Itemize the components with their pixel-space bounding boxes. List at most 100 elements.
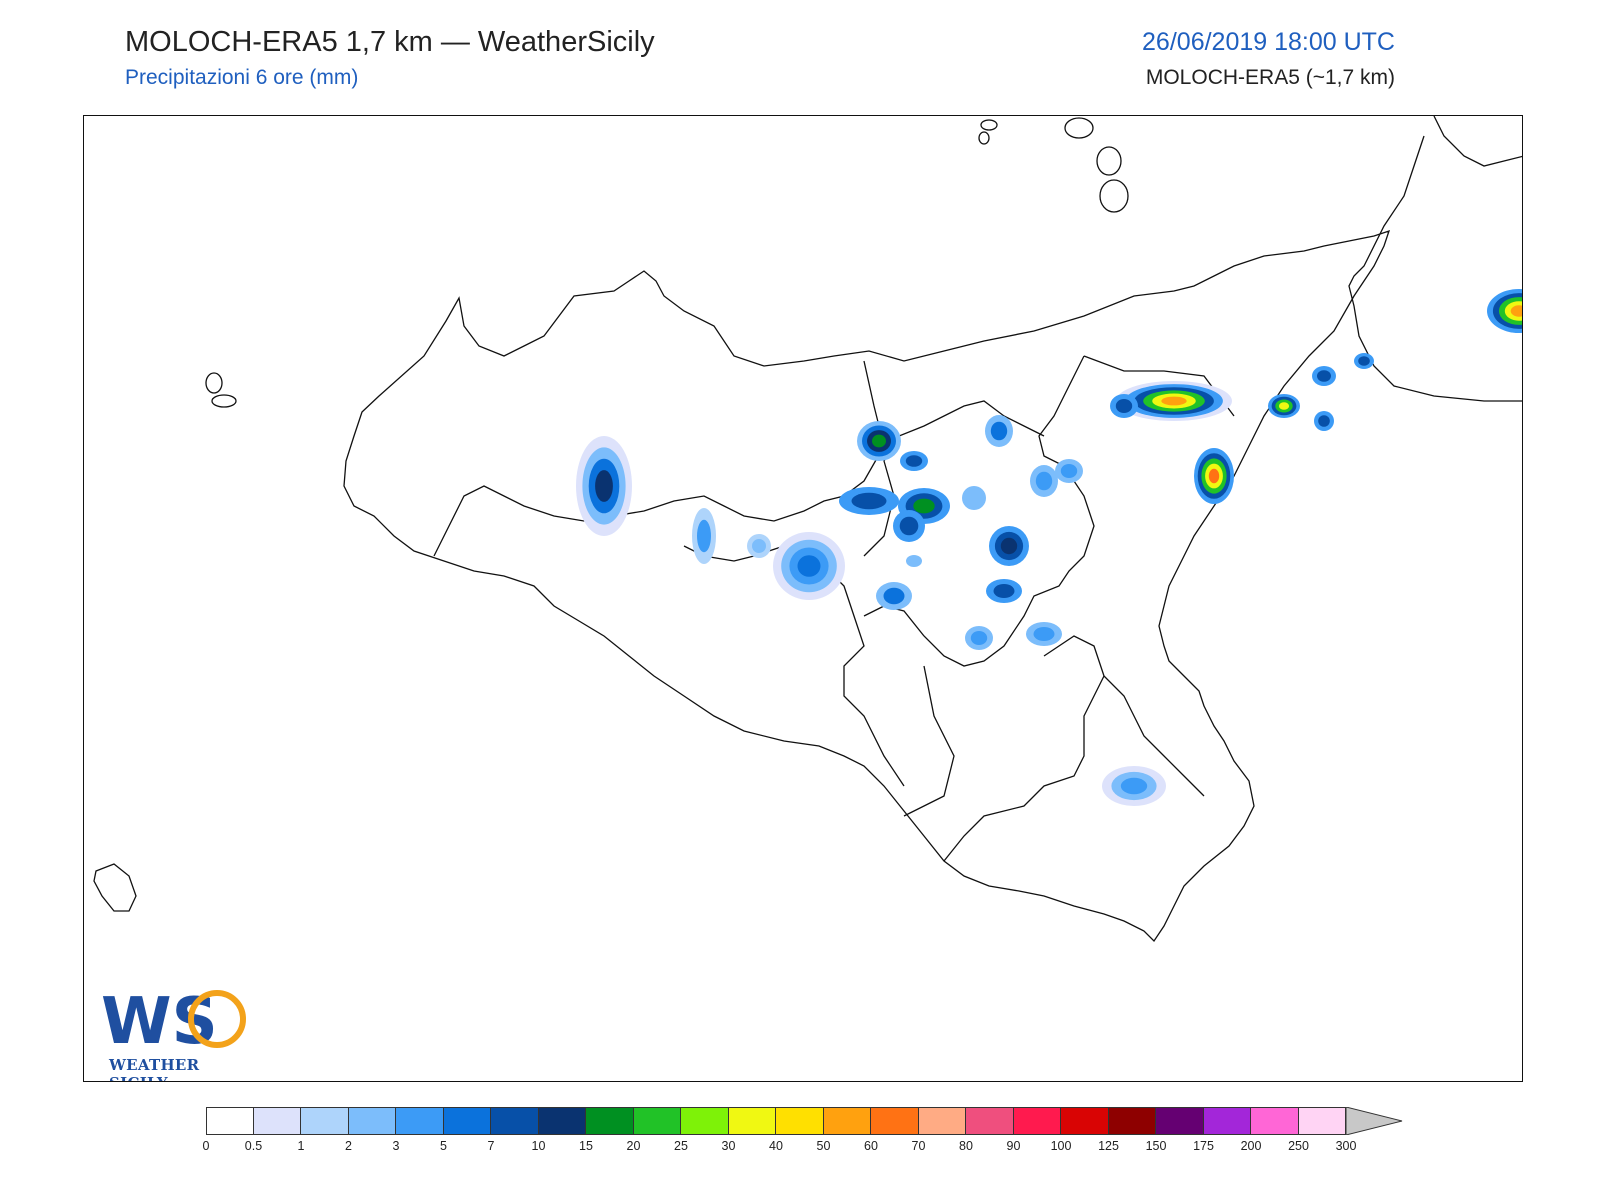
- colorbar-tick-label: 1: [297, 1139, 305, 1153]
- colorbar-tick-label: 25: [674, 1139, 688, 1153]
- precip-contour: [990, 421, 1008, 441]
- province-border: [433, 360, 885, 557]
- map-panel: WS WEATHER SICILY: [83, 115, 1523, 1082]
- colorbar-tick-label: 250: [1288, 1139, 1309, 1153]
- colorbar-tick-label: 100: [1050, 1139, 1072, 1153]
- precip-contour: [905, 455, 923, 467]
- precip-contour: [1510, 305, 1522, 317]
- island: [1099, 179, 1129, 213]
- precip-contour: [1278, 402, 1290, 410]
- province-border: [903, 665, 955, 817]
- colorbar-cell: [776, 1107, 824, 1135]
- island: [205, 372, 223, 394]
- precip-contour: [913, 498, 935, 514]
- precip-contour: [697, 519, 711, 553]
- colorbar-tick-label: 30: [721, 1139, 736, 1153]
- colorbar-cell: [1061, 1107, 1109, 1135]
- precip-contour: [970, 631, 988, 645]
- colorbar-cell: [206, 1107, 254, 1135]
- precip-contour: [993, 584, 1015, 598]
- calabria-coastline: [1433, 116, 1522, 167]
- colorbar-tick-label: 300: [1335, 1139, 1357, 1153]
- colorbar-cell: [348, 1107, 396, 1135]
- island: [978, 131, 990, 145]
- colorbar-tick-label: 125: [1098, 1139, 1119, 1153]
- island: [1096, 146, 1122, 176]
- province-border: [683, 545, 905, 787]
- precip-contour: [899, 516, 919, 536]
- precip-contour: [883, 587, 905, 605]
- precip-contour: [1317, 370, 1331, 382]
- precip-contour: [1208, 468, 1220, 484]
- forecast-datetime: 26/06/2019 18:00 UTC: [1142, 28, 1395, 56]
- province-border: [863, 355, 1095, 667]
- colorbar-tick-label: 20: [626, 1139, 641, 1153]
- colorbar-cell: [728, 1107, 776, 1135]
- colorbar-cell: [396, 1107, 444, 1135]
- precip-contour: [1358, 356, 1370, 366]
- colorbar-tick-label: 5: [440, 1139, 447, 1153]
- colorbar-cell: [301, 1107, 349, 1135]
- colorbar-cell: [1013, 1107, 1061, 1135]
- precip-contour: [1120, 777, 1148, 795]
- precip-contour: [1033, 627, 1055, 641]
- colorbar-cell: [681, 1107, 729, 1135]
- colorbar-tick-label: 0.5: [244, 1139, 263, 1153]
- colorbar-tick-label: 0: [202, 1139, 210, 1153]
- precip-contour: [1035, 471, 1053, 491]
- colorbar-tick-label: 2: [345, 1139, 352, 1153]
- colorbar-cell: [918, 1107, 966, 1135]
- ws-monogram-icon: WS: [101, 985, 246, 1059]
- model-resolution: MOLOCH-ERA5 (~1,7 km): [1145, 66, 1395, 89]
- colorbar-cell: [491, 1107, 539, 1135]
- colorbar-tick-label: 80: [959, 1139, 973, 1153]
- colorbar-tick-label: 150: [1145, 1139, 1167, 1153]
- colorbar-tick-label: 60: [864, 1139, 878, 1153]
- island: [93, 863, 137, 912]
- precip-contour: [1318, 415, 1330, 427]
- precip-cells: [576, 289, 1522, 806]
- colorbar-border: [206, 1107, 1346, 1135]
- colorbar-tick-label: 40: [769, 1139, 783, 1153]
- colorbar-cell: [538, 1107, 586, 1135]
- precip-contour: [797, 555, 821, 577]
- page-title: MOLOCH-ERA5 1,7 km — WeatherSicily: [125, 26, 655, 58]
- precip-contour: [851, 492, 887, 510]
- province-border: [1043, 635, 1205, 797]
- precipitation-map: [93, 116, 1522, 943]
- precip-contour: [1161, 396, 1187, 406]
- colorbar-cell: [1156, 1107, 1204, 1135]
- colorbar-tick-label: 90: [1006, 1139, 1021, 1153]
- weathersicily-logo: WS WEATHER SICILY: [99, 981, 259, 1081]
- colorbar-cell: [871, 1107, 919, 1135]
- colorbar-tick-label: 10: [531, 1139, 546, 1153]
- colorbar-tick-label: 50: [816, 1139, 831, 1153]
- colorbar-tick-label: 175: [1193, 1139, 1214, 1153]
- colorbar-extend-arrow: [1346, 1107, 1403, 1135]
- logo-caption: WEATHER SICILY: [109, 1056, 200, 1081]
- colorbar-cell: [253, 1107, 301, 1135]
- page-subtitle: Precipitazioni 6 ore (mm): [125, 66, 359, 89]
- island: [980, 119, 998, 131]
- precip-contour: [1060, 464, 1078, 478]
- colorbar-cell: [1108, 1107, 1156, 1135]
- island: [211, 394, 237, 408]
- colorbar-cell: [1203, 1107, 1251, 1135]
- precip-contour: [752, 539, 766, 553]
- precip-contour: [1000, 537, 1018, 555]
- sicily-coastline: [343, 229, 1391, 943]
- precip-contour: [906, 555, 922, 567]
- colorbar-cell: [443, 1107, 491, 1135]
- colorbar-tick-label: 70: [911, 1139, 926, 1153]
- colorbar-tick-label: 15: [579, 1139, 593, 1153]
- island: [1064, 117, 1094, 139]
- colorbar-cell: [633, 1107, 681, 1135]
- precip-contour: [872, 434, 886, 448]
- colorbar-tick-label: 7: [487, 1139, 495, 1153]
- colorbar-cell: [586, 1107, 634, 1135]
- colorbar-tick-label: 200: [1240, 1139, 1262, 1153]
- colorbar-cell: [823, 1107, 871, 1135]
- calabria-coastline: [1348, 135, 1522, 402]
- colorbar-cell: [966, 1107, 1014, 1135]
- province-border: [943, 675, 1105, 862]
